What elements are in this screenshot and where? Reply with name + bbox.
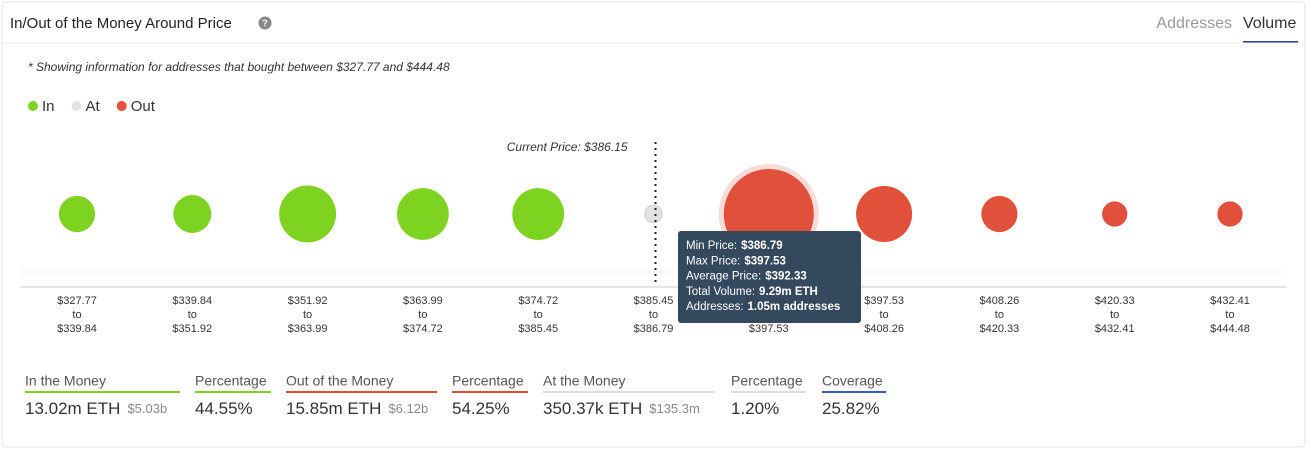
tooltip-label: Addresses: — [686, 301, 744, 313]
widget-title: In/Out of the Money Around Price — [10, 15, 232, 32]
category-to: $351.92 — [172, 323, 212, 335]
tooltip-line: Average Price: $392.33 — [686, 271, 807, 283]
category-to: $444.48 — [1210, 323, 1250, 335]
category-from: $408.26 — [980, 295, 1020, 307]
summary-label: At the Money — [543, 373, 626, 389]
category-to: $374.72 — [403, 323, 443, 335]
legend-dot — [28, 101, 38, 111]
category-to-word: to — [649, 309, 658, 321]
bubble — [279, 185, 337, 243]
summary-value: 15.85m ETH $6.12b — [286, 399, 428, 418]
category-from: $339.84 — [172, 295, 212, 307]
summary-value: 25.82% — [822, 399, 880, 418]
legend-dot — [71, 101, 82, 111]
summary-value: 350.37k ETH $135.3m — [543, 399, 700, 418]
category-from: $397.53 — [864, 295, 904, 307]
tab-addresses[interactable]: Addresses — [1156, 15, 1232, 32]
category-from: $363.99 — [403, 295, 443, 307]
category-to: $363.99 — [288, 323, 328, 335]
category-to: $385.45 — [518, 323, 558, 335]
summary-value-main: 13.02m ETH — [25, 399, 120, 418]
summary-label: Coverage — [822, 373, 883, 389]
summary-value-main: 44.55% — [195, 399, 253, 418]
summary-label: Percentage — [731, 373, 803, 389]
category-to-word: to — [995, 309, 1004, 321]
summary-value-sub: $135.3m — [649, 401, 700, 416]
bubble — [1217, 201, 1243, 227]
tooltip-label: Average Price: — [686, 271, 761, 283]
category-to-word: to — [1110, 309, 1119, 321]
summary-value: 44.55% — [195, 399, 253, 418]
bubble — [397, 188, 449, 240]
summary-label: Out of the Money — [286, 373, 393, 389]
category-to: $397.53 — [749, 323, 789, 335]
legend-label: Out — [131, 98, 156, 115]
current-price-label: Current Price: $386.15 — [507, 140, 628, 154]
bubble — [981, 195, 1018, 233]
category-from: $327.77 — [57, 295, 97, 307]
category-to: $420.33 — [980, 323, 1020, 335]
summary-value: 1.20% — [731, 399, 779, 418]
category-from: $351.92 — [288, 295, 328, 307]
tooltip-label: Max Price: — [686, 255, 740, 267]
category-to-word: to — [72, 309, 81, 321]
bubble — [512, 188, 565, 240]
bubble — [58, 195, 96, 233]
summary-value-sub: $5.03b — [127, 401, 167, 416]
category-from: $374.72 — [518, 295, 558, 307]
legend-label: In — [42, 98, 55, 115]
category-to-word: to — [880, 309, 889, 321]
tooltip-value: 1.05m addresses — [748, 301, 841, 313]
legend-label: At — [86, 98, 101, 115]
tooltip-line: Total Volume: 9.29m ETH — [686, 286, 818, 298]
summary-value: 54.25% — [452, 399, 510, 418]
bubble — [856, 185, 913, 243]
tab-volume[interactable]: Volume — [1243, 15, 1296, 32]
category-from: $420.33 — [1095, 295, 1135, 307]
bubble — [173, 195, 212, 233]
bubble — [1102, 201, 1128, 227]
tooltip-line: Max Price: $397.53 — [686, 255, 786, 267]
summary-value-main: 25.82% — [822, 399, 880, 418]
summary-label: Percentage — [452, 373, 524, 389]
legend-dot — [116, 101, 127, 111]
tooltip-line: Addresses: 1.05m addresses — [686, 301, 840, 313]
tooltip-value: 9.29m ETH — [759, 286, 818, 298]
category-to-word: to — [303, 309, 312, 321]
tooltip-label: Min Price: — [686, 240, 737, 252]
summary-value: 13.02m ETH $5.03b — [25, 399, 167, 418]
category-to-word: to — [1225, 309, 1234, 321]
tooltip-value: $397.53 — [744, 255, 786, 267]
tooltip — [678, 231, 861, 323]
category-to: $339.84 — [57, 323, 97, 335]
help-icon-glyph[interactable]: ? — [262, 18, 268, 28]
category-to-word: to — [188, 309, 197, 321]
category-to: $408.26 — [864, 323, 904, 335]
help-icon[interactable] — [258, 16, 272, 30]
category-to-word: to — [534, 309, 543, 321]
summary-label: In the Money — [25, 373, 106, 389]
tooltip-value: $386.79 — [741, 240, 783, 252]
note: * Showing information for addresses that… — [28, 60, 450, 74]
category-to-word: to — [418, 309, 427, 321]
summary-value-main: 1.20% — [731, 399, 779, 418]
category-from: $432.41 — [1210, 295, 1250, 307]
tooltip-line: Min Price: $386.79 — [686, 240, 783, 252]
summary-value-main: 54.25% — [452, 399, 510, 418]
summary-value-sub: $6.12b — [388, 401, 428, 416]
summary-label: Percentage — [195, 373, 267, 389]
summary-value-main: 15.85m ETH — [286, 399, 381, 418]
category-to: $386.79 — [634, 323, 674, 335]
category-to: $432.41 — [1095, 323, 1135, 335]
category-from: $385.45 — [634, 295, 674, 307]
tooltip-label: Total Volume: — [686, 286, 755, 298]
tooltip-value: $392.33 — [765, 271, 807, 283]
summary-value-main: 350.37k ETH — [543, 399, 642, 418]
bubble — [644, 204, 663, 224]
